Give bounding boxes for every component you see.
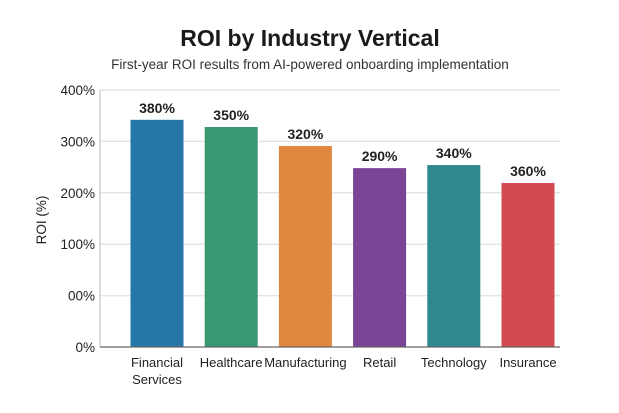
data-label: 320%: [287, 126, 323, 142]
data-label: 350%: [213, 107, 249, 123]
y-tick-label: 00%: [68, 289, 95, 304]
bar: [278, 146, 332, 347]
category-label: Financial: [131, 355, 183, 370]
x-tick-labels: Financial Services Healthcare Manufacturing…: [131, 355, 557, 387]
bar: [353, 168, 407, 347]
category-label: Healthcare: [200, 355, 263, 370]
category-label: Insurance: [499, 355, 556, 370]
category-label: Services: [132, 372, 182, 387]
category-label: Retail: [363, 355, 396, 370]
chart-subtitle: First-year ROI results from AI-powered o…: [111, 57, 509, 72]
data-label: 360%: [510, 163, 546, 179]
bar: [204, 127, 258, 348]
y-tick-label: 200%: [60, 186, 95, 201]
y-tick-label: 100%: [60, 237, 95, 252]
y-tick-label: 400%: [60, 83, 95, 98]
chart-title: ROI by Industry Vertical: [180, 25, 439, 51]
data-label: 290%: [362, 148, 398, 164]
bar: [427, 165, 481, 347]
category-label: Technology: [421, 355, 487, 370]
y-tick-labels: 400% 300% 200% 100% 00% 0%: [60, 83, 95, 355]
bar: [501, 183, 555, 347]
data-label: 380%: [139, 100, 175, 116]
data-labels: 380% 350% 320% 290% 340% 360%: [139, 100, 546, 179]
y-axis-label: ROI (%): [34, 196, 49, 245]
data-label: 340%: [436, 145, 472, 161]
y-tick-label: 300%: [60, 134, 95, 149]
bar: [130, 119, 184, 347]
y-tick-label: 0%: [75, 340, 95, 355]
category-label: Manufacturing: [264, 355, 346, 370]
bars: [130, 119, 555, 348]
